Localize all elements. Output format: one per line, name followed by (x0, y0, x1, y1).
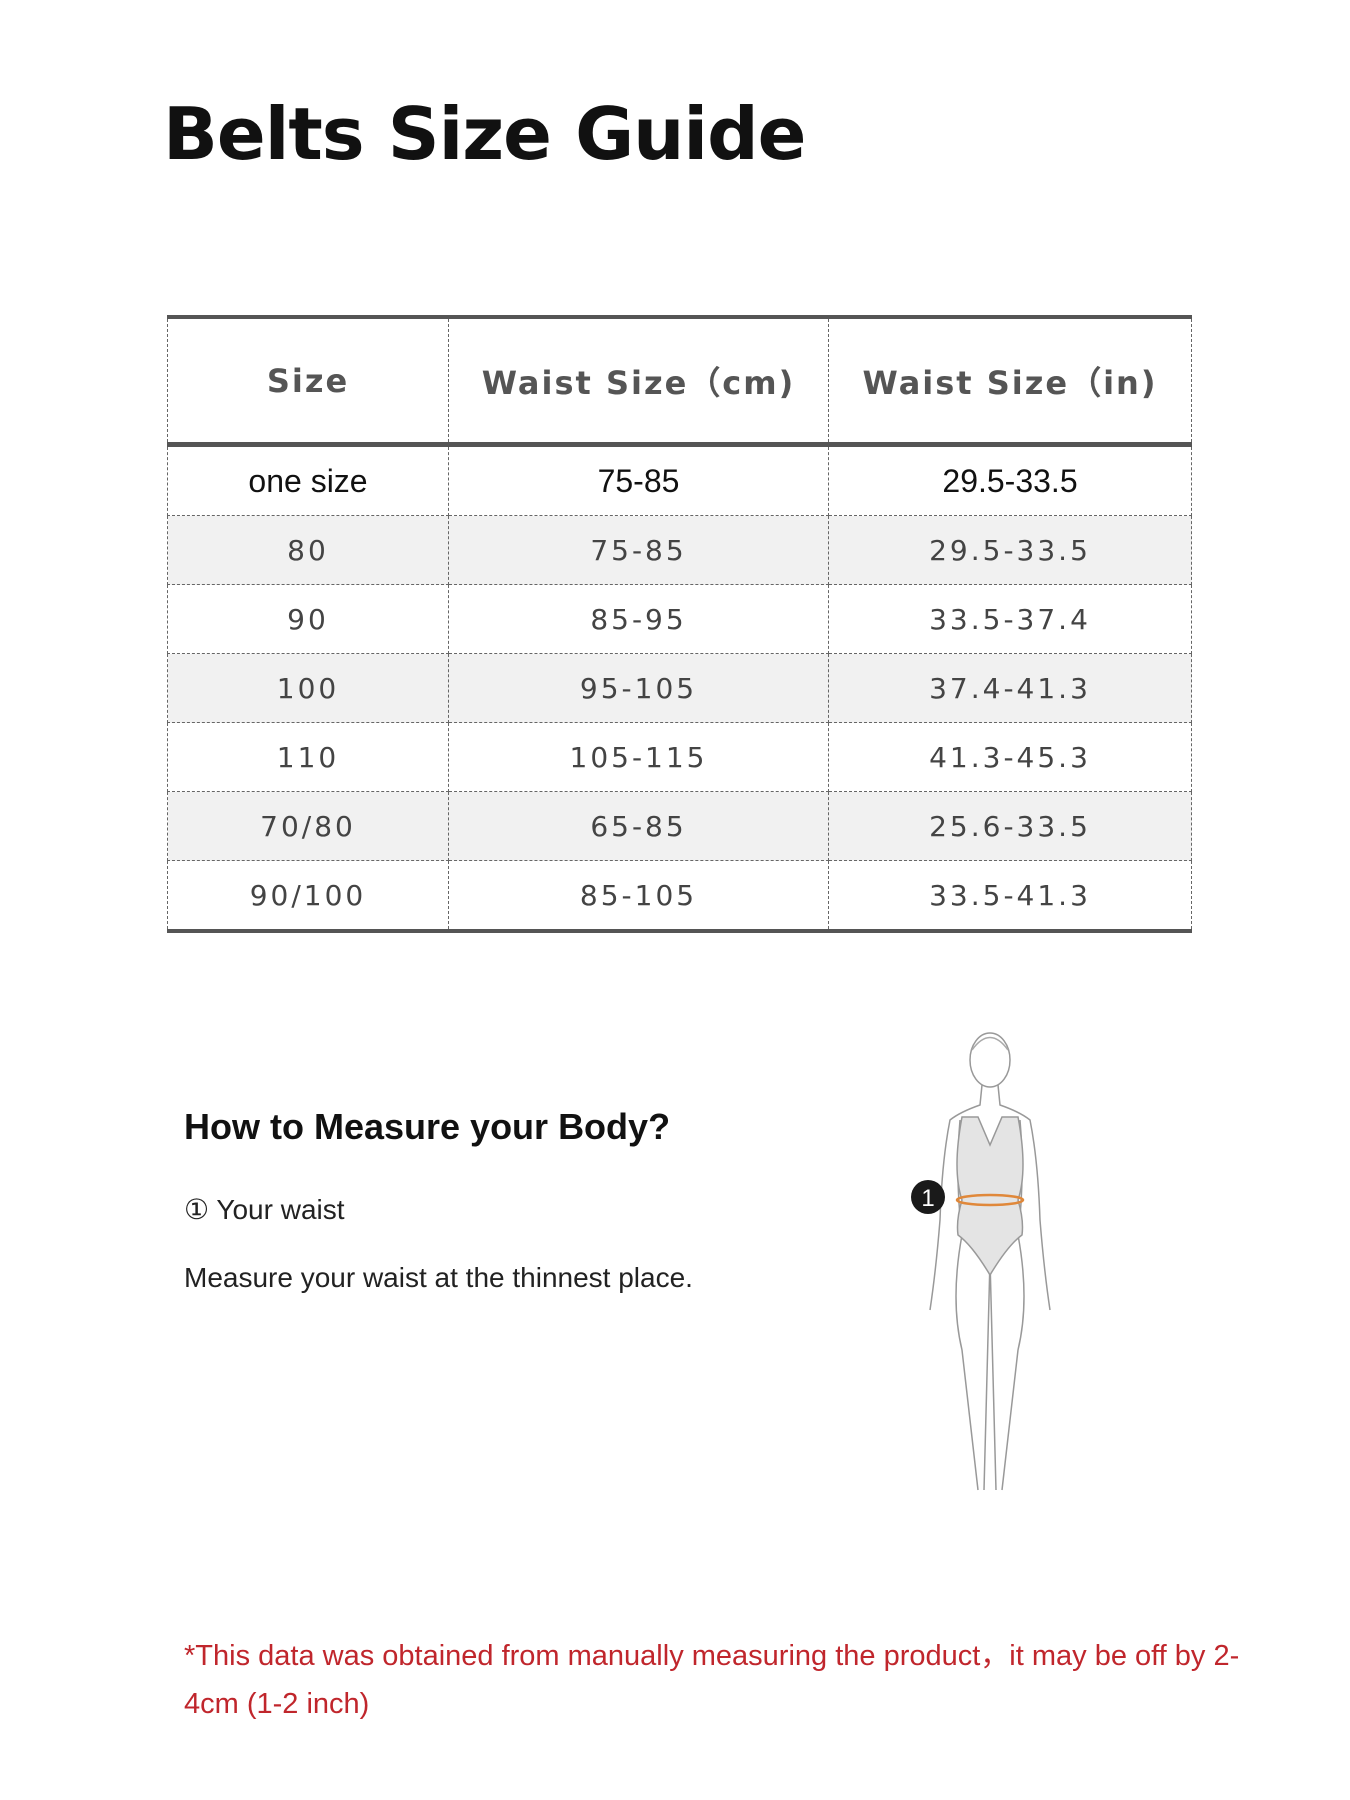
cell-size: 80 (167, 515, 449, 585)
cell-waist-in: 37.4-41.3 (828, 653, 1192, 723)
cell-waist-in: 29.5-33.5 (828, 444, 1192, 516)
measure-heading: How to Measure your Body? (184, 1106, 671, 1147)
cell-size: 110 (167, 722, 449, 792)
cell-waist-cm: 95-105 (448, 653, 829, 723)
table-row: 90/100 85-105 33.5-41.3 (167, 860, 1192, 932)
measure-step-waist: ① Your waist (184, 1194, 345, 1225)
measure-marker-label: 1 (921, 1185, 934, 1212)
cell-size: 70/80 (167, 791, 449, 861)
header-waist-in: Waist Size（in) (828, 317, 1192, 447)
cell-waist-cm: 75-85 (448, 444, 829, 516)
cell-waist-cm: 85-95 (448, 584, 829, 654)
table-row: one size 75-85 29.5-33.5 (167, 444, 1192, 516)
page-title: Belts Size Guide (163, 92, 806, 176)
header-size: Size (167, 317, 449, 447)
cell-waist-in: 33.5-41.3 (828, 860, 1192, 932)
cell-size: 100 (167, 653, 449, 723)
header-waist-cm: Waist Size（cm) (448, 317, 829, 447)
table-row: 80 75-85 29.5-33.5 (167, 515, 1192, 585)
table-header-row: Size Waist Size（cm) Waist Size（in) (167, 317, 1192, 447)
cell-waist-cm: 65-85 (448, 791, 829, 861)
cell-waist-cm: 105-115 (448, 722, 829, 792)
table-row: 100 95-105 37.4-41.3 (167, 653, 1192, 723)
cell-waist-in: 29.5-33.5 (828, 515, 1192, 585)
measure-description: Measure your waist at the thinnest place… (184, 1262, 693, 1293)
cell-waist-in: 33.5-37.4 (828, 584, 1192, 654)
cell-waist-cm: 75-85 (448, 515, 829, 585)
cell-waist-in: 25.6-33.5 (828, 791, 1192, 861)
table-row: 90 85-95 33.5-37.4 (167, 584, 1192, 654)
table-row: 110 105-115 41.3-45.3 (167, 722, 1192, 792)
measure-marker-icon (911, 1180, 945, 1214)
cell-size: 90/100 (167, 860, 449, 932)
disclaimer-note: *This data was obtained from manually me… (184, 1640, 1240, 1720)
table-row: 70/80 65-85 25.6-33.5 (167, 791, 1192, 861)
body-figure-illustration: 1 (911, 1032, 1051, 1491)
cell-size: 90 (167, 584, 449, 654)
size-table: Size Waist Size（cm) Waist Size（in) one s… (167, 315, 1192, 933)
cell-waist-cm: 85-105 (448, 860, 829, 932)
cell-waist-in: 41.3-45.3 (828, 722, 1192, 792)
cell-size: one size (167, 444, 449, 516)
